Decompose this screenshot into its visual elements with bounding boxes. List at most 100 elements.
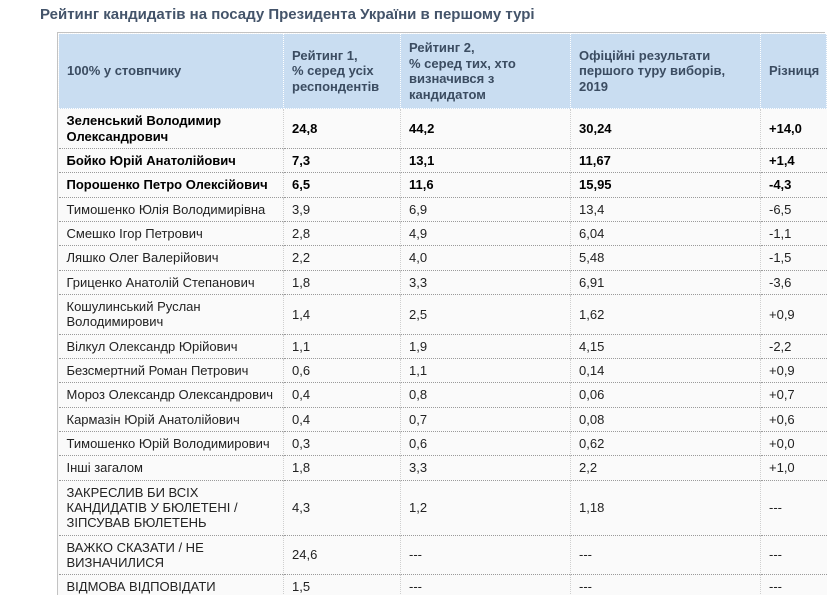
page-title: Рейтинг кандидатів на посаду Президента … — [40, 6, 535, 23]
official-result-cell: 5,48 — [570, 245, 761, 271]
rating1-cell: 2,2 — [283, 245, 401, 271]
difference-cell: --- — [760, 574, 827, 595]
table-row: Тимошенко Юлія Володимирівна 3,9 6,9 13,4 -6… — [58, 196, 827, 222]
table-row: ВАЖКО СКАЗАТИ / НЕ ВИЗНАЧИЛИСЯ 24,6 --- ---… — [58, 534, 827, 575]
header-cell-difference: Різниця — [760, 32, 827, 110]
rating2-cell: 3,3 — [400, 269, 571, 295]
rating2-cell: 1,1 — [400, 357, 571, 383]
rating1-cell: 1,1 — [283, 333, 401, 359]
difference-cell: +0,9 — [760, 357, 827, 383]
candidate-name-cell: Тимошенко Юлія Володимирівна — [58, 196, 284, 222]
table-row: Інші загалом 1,8 3,3 2,2 +1,0 — [58, 455, 827, 481]
candidate-name-cell: Смешко Ігор Петрович — [58, 221, 284, 246]
rating2-cell: 1,2 — [400, 479, 571, 536]
table-row: Порошенко Петро Олексійович 6,5 11,6 15,95-… — [58, 172, 827, 198]
difference-cell: -1,1 — [760, 221, 827, 246]
rating2-cell: 0,6 — [400, 430, 571, 456]
official-result-cell: --- — [570, 534, 761, 575]
rating2-cell: 0,8 — [400, 382, 571, 408]
candidate-name-cell: Кармазін Юрій Анатолійович — [58, 406, 284, 432]
difference-cell: -6,5 — [760, 196, 827, 222]
table-row: Безсмертний Роман Петрович 0,6 1,1 0,14 +0,9 — [58, 357, 827, 383]
rating2-cell: 3,3 — [400, 455, 571, 481]
rating1-cell: 0,6 — [283, 357, 401, 383]
rating1-cell: 24,8 — [283, 108, 401, 149]
rating1-cell: 1,4 — [283, 294, 401, 335]
difference-cell: -4,3 — [760, 172, 827, 198]
difference-cell: +0,9 — [760, 294, 827, 335]
difference-cell: --- — [760, 479, 827, 536]
candidate-name-cell: Бойко Юрій Анатолійович — [58, 148, 284, 173]
rating1-cell: 3,9 — [283, 196, 401, 222]
difference-cell: +1,4 — [760, 148, 827, 173]
rating2-cell: --- — [400, 574, 571, 595]
rating1-cell: 4,3 — [283, 479, 401, 536]
candidate-name-cell: Тимошенко Юрій Володимирович — [58, 430, 284, 456]
table-row: Смешко Ігор Петрович 2,8 4,9 6,04 -1,1 — [58, 221, 827, 246]
official-result-cell: 6,04 — [570, 221, 761, 246]
candidate-name-cell: Інші загалом — [58, 455, 284, 481]
rating1-cell: 1,8 — [283, 455, 401, 481]
official-result-cell: 0,06 — [570, 382, 761, 408]
difference-cell: +1,0 — [760, 455, 827, 481]
official-result-cell: 6,91 — [570, 269, 761, 295]
official-result-cell: 0,14 — [570, 357, 761, 383]
official-result-cell: --- — [570, 574, 761, 595]
table-row: Зеленський Володимир Олександрович 24,8 44… — [58, 108, 827, 149]
official-result-cell: 15,95 — [570, 172, 761, 198]
table-body: Зеленський Володимир Олександрович 24,8 44… — [58, 108, 827, 595]
rating1-cell: 0,4 — [283, 406, 401, 432]
table-row: Кармазін Юрій Анатолійович 0,4 0,7 0,08 +0,6 — [58, 406, 827, 432]
candidate-name-cell: Кошулинський Руслан Володимирович — [58, 294, 284, 335]
header-cell-official-results: Офіційні результати першого туру виборів… — [570, 32, 761, 110]
official-result-cell: 2,2 — [570, 455, 761, 481]
official-result-cell: 4,15 — [570, 333, 761, 359]
candidate-name-cell: Порошенко Петро Олексійович — [58, 172, 284, 198]
official-result-cell: 0,62 — [570, 430, 761, 456]
header-cell-base: 100% у стовпчику — [58, 32, 284, 110]
rating2-cell: 13,1 — [400, 148, 571, 173]
difference-cell: +0,6 — [760, 406, 827, 432]
table-row: Ляшко Олег Валерійович 2,2 4,0 5,48 -1,5 — [58, 245, 827, 271]
rating2-cell: --- — [400, 534, 571, 575]
rating2-cell: 4,9 — [400, 221, 571, 246]
rating1-cell: 1,5 — [283, 574, 401, 595]
table-row: Гриценко Анатолій Степанович 1,8 3,3 6,91 -3… — [58, 269, 827, 295]
rating1-cell: 7,3 — [283, 148, 401, 173]
table-row: Вілкул Олександр Юрійович 1,1 1,9 4,15 -2,2 — [58, 333, 827, 359]
header-cell-rating1: Рейтинг 1, % серед усіх респондентів — [283, 32, 401, 110]
candidate-name-cell: Зеленський Володимир Олександрович — [58, 108, 284, 149]
table-row: ЗАКРЕСЛИВ БИ ВСІХ КАНДИДАТІВ У БЮЛЕТЕНІ … — [58, 479, 827, 536]
candidate-name-cell: ВІДМОВА ВІДПОВІДАТИ — [58, 574, 284, 595]
candidate-name-cell: Безсмертний Роман Петрович — [58, 357, 284, 383]
rating1-cell: 2,8 — [283, 221, 401, 246]
difference-cell: +0,7 — [760, 382, 827, 408]
official-result-cell: 13,4 — [570, 196, 761, 222]
rating2-cell: 4,0 — [400, 245, 571, 271]
candidate-name-cell: ЗАКРЕСЛИВ БИ ВСІХ КАНДИДАТІВ У БЮЛЕТЕНІ … — [58, 479, 284, 536]
rating2-cell: 11,6 — [400, 172, 571, 198]
difference-cell: -2,2 — [760, 333, 827, 359]
rating2-cell: 44,2 — [400, 108, 571, 149]
table-row: Бойко Юрій Анатолійович 7,3 13,1 11,67 +1,4 — [58, 148, 827, 173]
rating1-cell: 1,8 — [283, 269, 401, 295]
difference-cell: +14,0 — [760, 108, 827, 149]
rating1-cell: 0,3 — [283, 430, 401, 456]
official-result-cell: 0,08 — [570, 406, 761, 432]
candidate-name-cell: Ляшко Олег Валерійович — [58, 245, 284, 271]
difference-cell: --- — [760, 534, 827, 575]
table-row: Тимошенко Юрій Володимирович 0,3 0,6 0,62 +0… — [58, 430, 827, 456]
ratings-table-container: 100% у стовпчику Рейтинг 1, % серед усіх… — [57, 32, 827, 595]
rating1-cell: 6,5 — [283, 172, 401, 198]
difference-cell: +0,0 — [760, 430, 827, 456]
ratings-table: 100% у стовпчику Рейтинг 1, % серед усіх… — [58, 32, 827, 595]
official-result-cell: 1,62 — [570, 294, 761, 335]
header-cell-rating2: Рейтинг 2, % серед тих, хто визначився з… — [400, 32, 571, 110]
table-row: Кошулинський Руслан Володимирович 1,4 2,5 1… — [58, 294, 827, 335]
candidate-name-cell: Мороз Олександр Олександрович — [58, 382, 284, 408]
rating1-cell: 24,6 — [283, 534, 401, 575]
table-row: ВІДМОВА ВІДПОВІДАТИ 1,5 --- --- --- — [58, 574, 827, 595]
official-result-cell: 1,18 — [570, 479, 761, 536]
rating2-cell: 0,7 — [400, 406, 571, 432]
